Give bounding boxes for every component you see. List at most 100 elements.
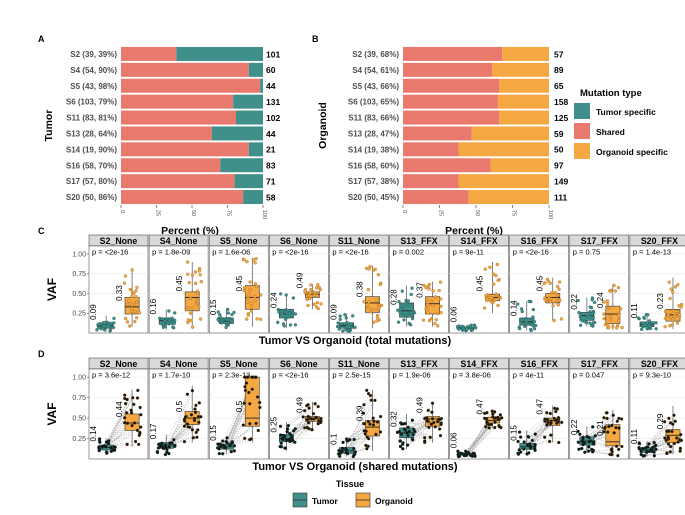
p-value-label: p = 1.8e-09	[152, 248, 190, 257]
organoid-point	[363, 432, 367, 436]
pair-line	[228, 377, 254, 447]
organoid-point	[430, 410, 434, 414]
tumor-point	[278, 433, 283, 437]
organoid-point	[191, 306, 195, 310]
tumor-point	[280, 309, 285, 314]
organoid-point	[253, 282, 258, 286]
tumor-point	[224, 325, 228, 330]
pair-line	[287, 428, 312, 439]
pair-line	[226, 438, 252, 446]
organoid-point	[309, 287, 313, 292]
y-axis-title: Organoid	[317, 102, 329, 149]
tumor-point	[345, 320, 349, 325]
pair-line	[163, 405, 193, 448]
organoid-point	[426, 306, 430, 310]
organoid-point	[673, 285, 677, 289]
organoid-point	[244, 381, 249, 385]
bar-specific-s11-83-66	[499, 110, 549, 125]
tumor-point	[216, 442, 220, 446]
organoid-point	[123, 416, 127, 420]
organoid-point	[669, 444, 673, 449]
tumor-point	[344, 447, 349, 452]
organoid-point	[187, 280, 191, 285]
tumor-point	[474, 326, 478, 330]
tumor-point	[586, 449, 591, 453]
organoid-median-label: 0.24	[596, 292, 605, 308]
pair-line	[225, 430, 251, 444]
tumor-point	[337, 327, 341, 331]
organoid-point	[675, 321, 680, 325]
pair-line	[104, 435, 132, 451]
organoid-point	[309, 283, 313, 287]
organoid-point	[137, 311, 142, 315]
organoid-point	[377, 306, 381, 310]
tumor-point	[340, 322, 344, 326]
organoid-point	[130, 268, 134, 272]
organoid-point	[677, 313, 681, 317]
pair-line	[405, 403, 435, 436]
pair-line	[103, 441, 133, 448]
organoid-point	[303, 409, 307, 413]
organoid-point	[492, 298, 497, 302]
tumor-point	[412, 311, 417, 315]
tumor-point	[642, 324, 646, 329]
tumor-point	[519, 435, 523, 439]
organoid-point	[555, 407, 560, 411]
tumor-point	[276, 320, 280, 324]
organoid-point	[433, 322, 437, 326]
organoid-point	[668, 450, 672, 454]
pair-line	[404, 432, 433, 436]
organoid-point	[190, 389, 195, 393]
organoid-point	[433, 295, 438, 299]
organoid-point	[617, 426, 621, 430]
tumor-point	[409, 292, 413, 297]
tissue-legend: Tissue Tumor Organoid	[292, 479, 413, 508]
organoid-median-label: 0.21	[596, 420, 605, 436]
organoid-point	[248, 437, 252, 442]
organoid-point	[241, 423, 246, 427]
category-label-s13-28-64: S13 (28, 64%)	[66, 129, 117, 138]
tumor-point	[155, 450, 160, 454]
organoid-median-label: 0.5	[235, 400, 244, 412]
organoid-point	[378, 430, 383, 434]
organoid-point	[545, 411, 549, 415]
organoid-point	[607, 306, 611, 310]
x-axis-title: Tumor VS Organoid (total mutations)	[259, 335, 452, 347]
organoid-point	[559, 317, 564, 321]
tumor-point	[158, 316, 162, 320]
organoid-point	[612, 431, 616, 435]
organoid-point	[137, 442, 141, 447]
pair-line	[644, 438, 672, 451]
total-label-s14-19-38: 50	[554, 145, 564, 155]
tumor-point	[587, 445, 591, 449]
y-tick-label-1-00: 1.00	[72, 375, 86, 382]
category-label-s2-39-68: S2 (39, 68%)	[352, 50, 399, 59]
organoid-point	[679, 438, 684, 443]
tumor-point	[406, 303, 410, 307]
organoid-point	[426, 311, 430, 315]
organoid-point	[431, 303, 435, 308]
pair-line	[224, 392, 253, 454]
tumor-point	[587, 440, 591, 444]
bar-specific-s13-28-47	[471, 126, 549, 141]
pair-line	[644, 453, 675, 455]
organoid-median-label: 0.45	[175, 275, 184, 291]
tumor-point	[578, 432, 582, 436]
organoid-point	[671, 317, 676, 321]
organoid-point	[436, 324, 440, 328]
tumor-point	[409, 323, 413, 327]
tumor-point	[229, 449, 233, 454]
y-axis-title: VAF	[45, 402, 59, 425]
category-label-s5-43-66: S5 (43, 66%)	[352, 82, 399, 91]
tumor-point	[169, 320, 173, 325]
facet-label: S5_None	[220, 236, 258, 246]
bar-specific-s20-50-86	[243, 190, 263, 205]
p-value-label: p = 1.7e-10	[152, 371, 190, 380]
tumor-point	[406, 433, 410, 437]
organoid-point	[667, 416, 671, 421]
organoid-point	[123, 393, 127, 397]
